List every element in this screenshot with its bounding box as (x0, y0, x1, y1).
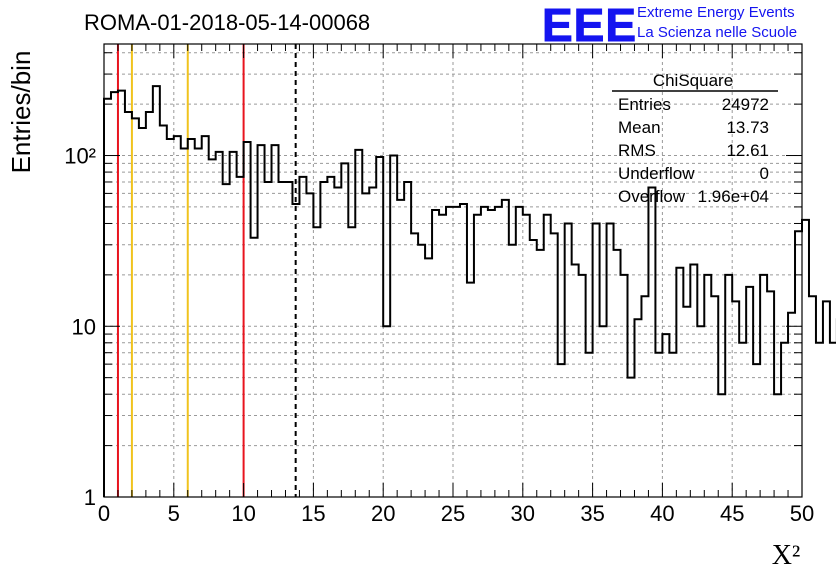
x-tick-label: 0 (98, 501, 110, 526)
stats-label: Entries (618, 95, 671, 114)
y-tick-label: 1 (84, 485, 96, 510)
eee-logo: EEE (541, 0, 638, 52)
x-tick-label: 5 (168, 501, 180, 526)
x-tick-label: 35 (580, 501, 604, 526)
x-tick-label: 15 (301, 501, 325, 526)
x-tick-label: 10 (231, 501, 255, 526)
histogram-series (103, 85, 836, 497)
stats-label: RMS (618, 141, 656, 160)
y-axis-label: Entries/bin (6, 51, 36, 174)
x-tick-label: 40 (650, 501, 674, 526)
x-tick-label: 30 (511, 501, 535, 526)
x-tick-label: 45 (720, 501, 744, 526)
page-title: ROMA-01-2018-05-14-00068 (84, 10, 371, 35)
stats-value: 0 (760, 164, 769, 183)
x-tick-label: 20 (371, 501, 395, 526)
x-axis-label: X² (772, 540, 801, 571)
x-tick-label: 25 (441, 501, 465, 526)
stats-value: 24972 (722, 95, 769, 114)
plot-area (104, 44, 802, 497)
stats-title: ChiSquare (653, 71, 733, 90)
stats-label: Mean (618, 118, 661, 137)
stats-label: Overflow (618, 187, 686, 206)
logo-line-2: La Scienza nelle Scuole (637, 24, 798, 41)
stats-value: 13.73 (726, 118, 769, 137)
y-tick-label: 10² (64, 144, 96, 169)
x-tick-label: 50 (790, 501, 814, 526)
stats-value: 1.96e+04 (698, 187, 769, 206)
stats-label: Underflow (618, 164, 695, 183)
y-tick-label: 10 (72, 314, 96, 339)
stats-value: 12.61 (726, 141, 769, 160)
logo-line-1: Extreme Energy Events (637, 4, 795, 21)
